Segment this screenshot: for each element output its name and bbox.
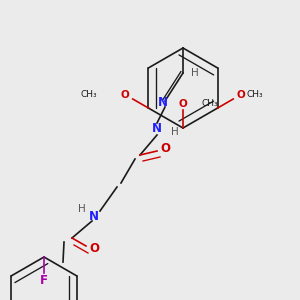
Text: CH₃: CH₃ [80,90,97,99]
Text: O: O [160,142,170,155]
Text: N: N [89,211,99,224]
Text: CH₃: CH₃ [201,100,217,109]
Text: N: N [158,97,168,110]
Text: CH₃: CH₃ [246,90,262,99]
Text: O: O [178,99,188,109]
Text: H: H [78,204,86,214]
Text: F: F [40,274,48,287]
Text: H: H [171,127,179,137]
Text: N: N [152,122,162,136]
Text: O: O [89,242,99,254]
Text: O: O [121,89,129,100]
Text: O: O [237,89,245,100]
Text: H: H [191,68,199,78]
